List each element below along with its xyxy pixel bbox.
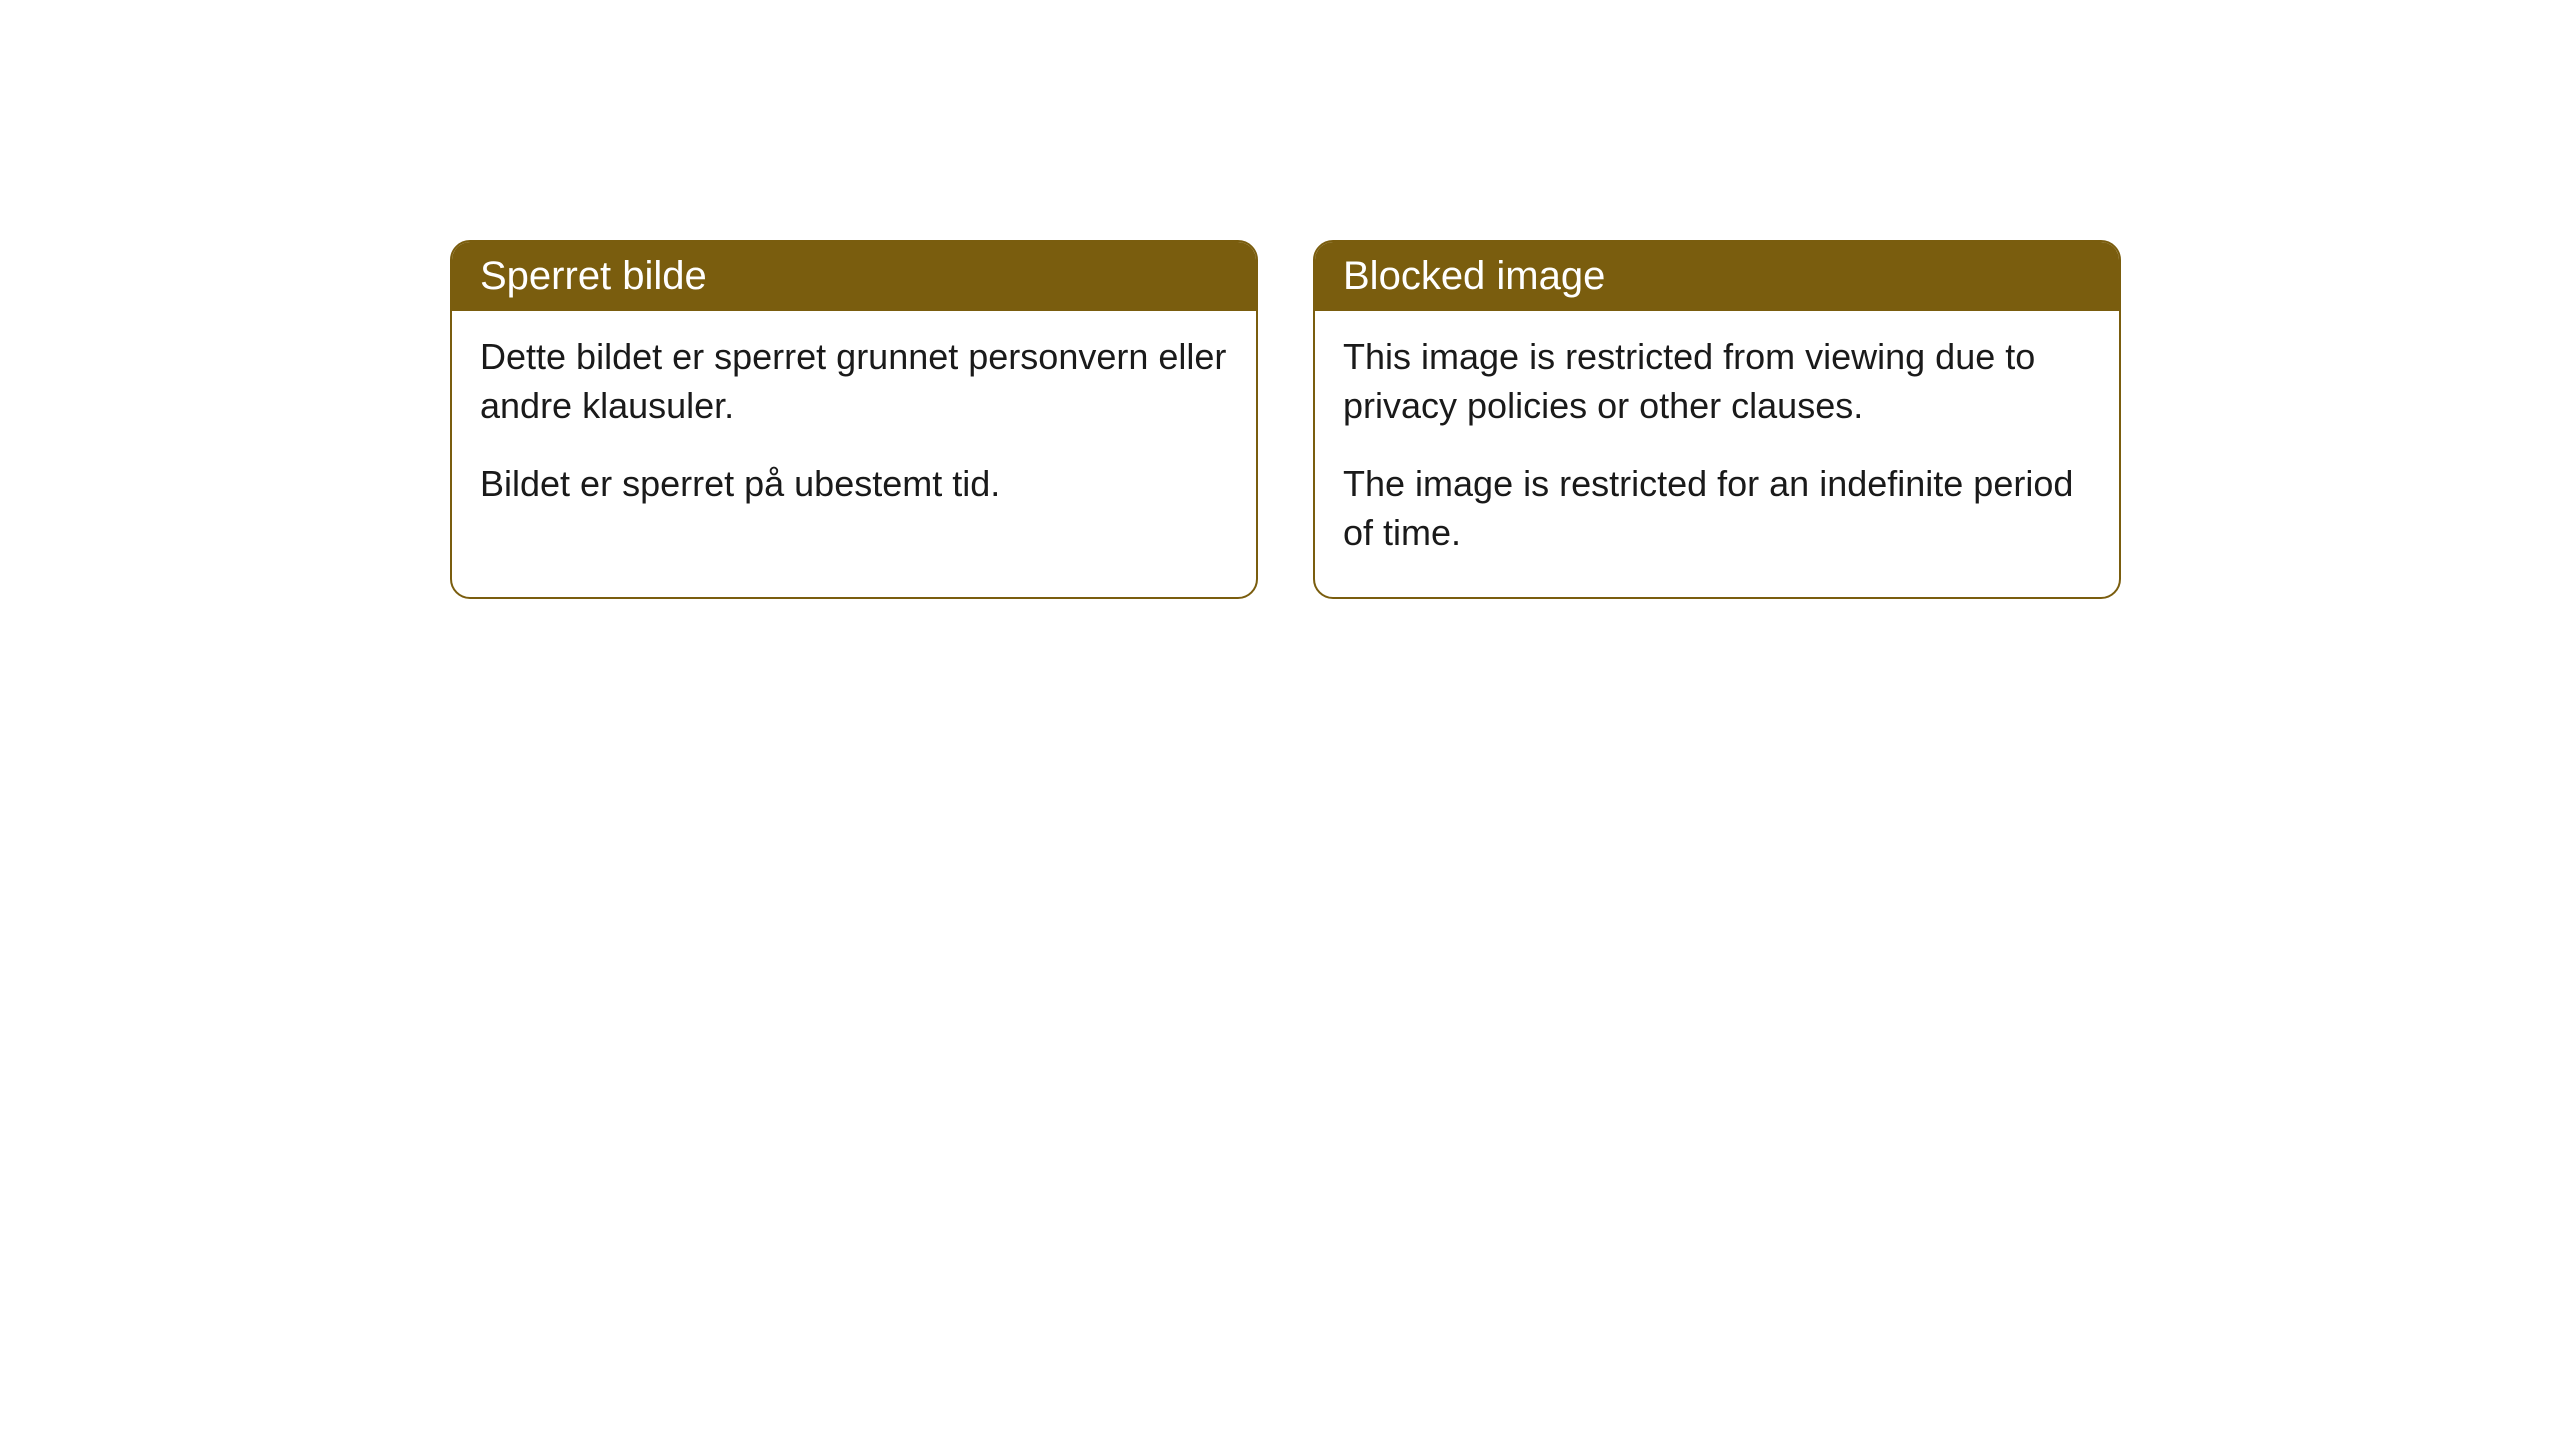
card-body: Dette bildet er sperret grunnet personve… [452,311,1256,549]
blocked-image-card-norwegian: Sperret bilde Dette bildet er sperret gr… [450,240,1258,599]
card-header: Blocked image [1315,242,2119,311]
card-body: This image is restricted from viewing du… [1315,311,2119,597]
notice-cards-container: Sperret bilde Dette bildet er sperret gr… [450,240,2121,599]
blocked-image-card-english: Blocked image This image is restricted f… [1313,240,2121,599]
card-header: Sperret bilde [452,242,1256,311]
card-paragraph: This image is restricted from viewing du… [1343,333,2091,430]
card-title: Sperret bilde [480,254,707,298]
card-paragraph: The image is restricted for an indefinit… [1343,460,2091,557]
card-title: Blocked image [1343,254,1605,298]
card-paragraph: Bildet er sperret på ubestemt tid. [480,460,1228,509]
card-paragraph: Dette bildet er sperret grunnet personve… [480,333,1228,430]
